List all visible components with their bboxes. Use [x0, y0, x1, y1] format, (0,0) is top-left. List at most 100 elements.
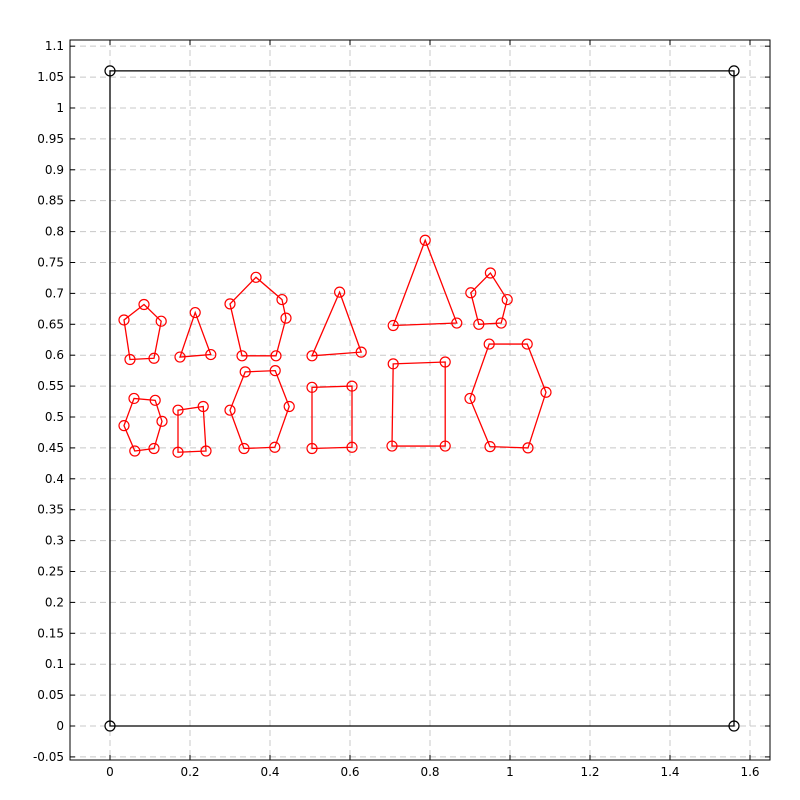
- polygon-series-4: [306, 286, 367, 362]
- vertex-marker: [224, 298, 236, 310]
- polygon-series-8: [172, 400, 212, 458]
- y-tick-label: 0.5: [45, 410, 64, 424]
- y-tick-label: 0.65: [37, 317, 64, 331]
- vertex-marker: [148, 442, 160, 455]
- vertex-marker: [118, 420, 130, 432]
- x-tick-label: 0.4: [260, 765, 279, 779]
- x-tick-label: 1.2: [580, 765, 599, 779]
- vertex-marker: [250, 271, 262, 283]
- vertex-marker: [138, 298, 150, 311]
- y-tick-label: 0.25: [37, 565, 64, 579]
- x-axis-tick-labels: 0 0.2 0.4 0.6 0.8 1 1.2 1.4 1.6: [106, 765, 759, 779]
- polygon-outline: [392, 238, 458, 327]
- vertex-marker: [728, 720, 740, 732]
- polygon-series-0: [104, 65, 740, 732]
- polygon-outline: [311, 385, 353, 450]
- vertex-marker: [238, 442, 250, 455]
- vertex-marker: [346, 380, 358, 392]
- vertex-marker: [174, 351, 186, 363]
- x-tick-label: 0.6: [340, 765, 359, 779]
- x-tick-label: 0: [106, 765, 114, 779]
- vertex-marker: [728, 65, 740, 77]
- vertex-marker: [346, 441, 358, 453]
- polygon-outline: [123, 303, 162, 361]
- vertex-marker: [355, 346, 367, 358]
- polygon-outline: [229, 276, 287, 357]
- vertex-marker: [334, 286, 346, 298]
- y-tick-label: 0.95: [37, 132, 64, 146]
- y-tick-label: 1: [56, 101, 64, 115]
- y-tick-label: 0.7: [45, 286, 64, 300]
- y-tick-label: 0.75: [37, 255, 64, 269]
- y-tick-label: -0.05: [33, 750, 64, 764]
- vertex-marker: [270, 350, 282, 362]
- vertex-marker: [189, 306, 201, 319]
- vertex-marker: [118, 314, 130, 326]
- polygon-series-1: [118, 298, 167, 366]
- vertex-marker: [276, 293, 288, 306]
- vertex-marker: [149, 394, 161, 406]
- vertex-marker: [197, 400, 209, 413]
- vertex-marker: [283, 400, 295, 413]
- vertex-marker: [306, 350, 318, 362]
- vertex-marker: [419, 234, 431, 246]
- vertex-marker: [451, 317, 463, 329]
- vertex-marker: [239, 366, 251, 378]
- y-tick-label: 0.45: [37, 441, 64, 455]
- vertex-marker: [522, 442, 534, 454]
- vertex-marker: [236, 350, 248, 362]
- polygon-series-11: [386, 356, 451, 452]
- vertex-marker: [386, 440, 398, 452]
- y-tick-label: 0.35: [37, 503, 64, 517]
- plot-area-frame: [69, 39, 771, 761]
- y-tick-label: 0: [56, 719, 64, 733]
- y-tick-label: 0.55: [37, 379, 64, 393]
- y-tick-label: 0.6: [45, 348, 64, 362]
- x-tick-label: 0.8: [420, 765, 439, 779]
- polygon-series-6: [465, 267, 513, 330]
- vertex-marker: [464, 392, 476, 405]
- polygon-outline: [123, 397, 163, 452]
- polygon-outline: [469, 343, 547, 449]
- vertex-marker: [269, 365, 281, 377]
- x-tick-label: 1: [506, 765, 514, 779]
- x-tick-label: 0.2: [180, 765, 199, 779]
- vertex-marker: [205, 348, 217, 361]
- vertex-marker: [484, 267, 496, 279]
- x-tick-label: 1.4: [660, 765, 679, 779]
- vertex-marker: [306, 381, 318, 393]
- vertex-marker: [128, 392, 140, 405]
- polygon-series-7: [118, 392, 168, 457]
- polygon-series-5: [387, 234, 463, 332]
- vertex-marker: [104, 720, 116, 732]
- polygon-series-9: [224, 365, 295, 455]
- vertex-marker: [200, 445, 212, 457]
- polygon-outline: [109, 70, 735, 727]
- y-tick-label: 0.05: [37, 688, 64, 702]
- polygon-series-3: [224, 271, 292, 362]
- y-tick-label: 0.2: [45, 595, 64, 609]
- y-tick-label: 1.1: [45, 39, 64, 53]
- vertex-marker: [483, 338, 495, 350]
- grid: [70, 40, 770, 760]
- vertex-marker: [439, 440, 451, 452]
- series-layer: [104, 65, 740, 732]
- vertex-marker: [172, 446, 184, 458]
- vertex-marker: [495, 317, 507, 329]
- polygon-outline: [310, 290, 363, 357]
- vertex-marker: [156, 415, 168, 427]
- vertex-marker: [540, 386, 552, 398]
- axis-ticks: [70, 40, 770, 760]
- polygon-outline: [179, 310, 212, 358]
- y-tick-label: 0.3: [45, 534, 64, 548]
- vertex-marker: [224, 404, 236, 416]
- polygon-series-2: [174, 306, 217, 363]
- vertex-marker: [439, 356, 451, 368]
- vertex-marker: [501, 293, 513, 306]
- vertex-marker: [521, 338, 533, 350]
- vertex-marker: [387, 358, 399, 370]
- y-tick-label: 0.4: [45, 472, 64, 486]
- polygon-series-10: [306, 380, 358, 455]
- y-tick-label: 0.9: [45, 163, 64, 177]
